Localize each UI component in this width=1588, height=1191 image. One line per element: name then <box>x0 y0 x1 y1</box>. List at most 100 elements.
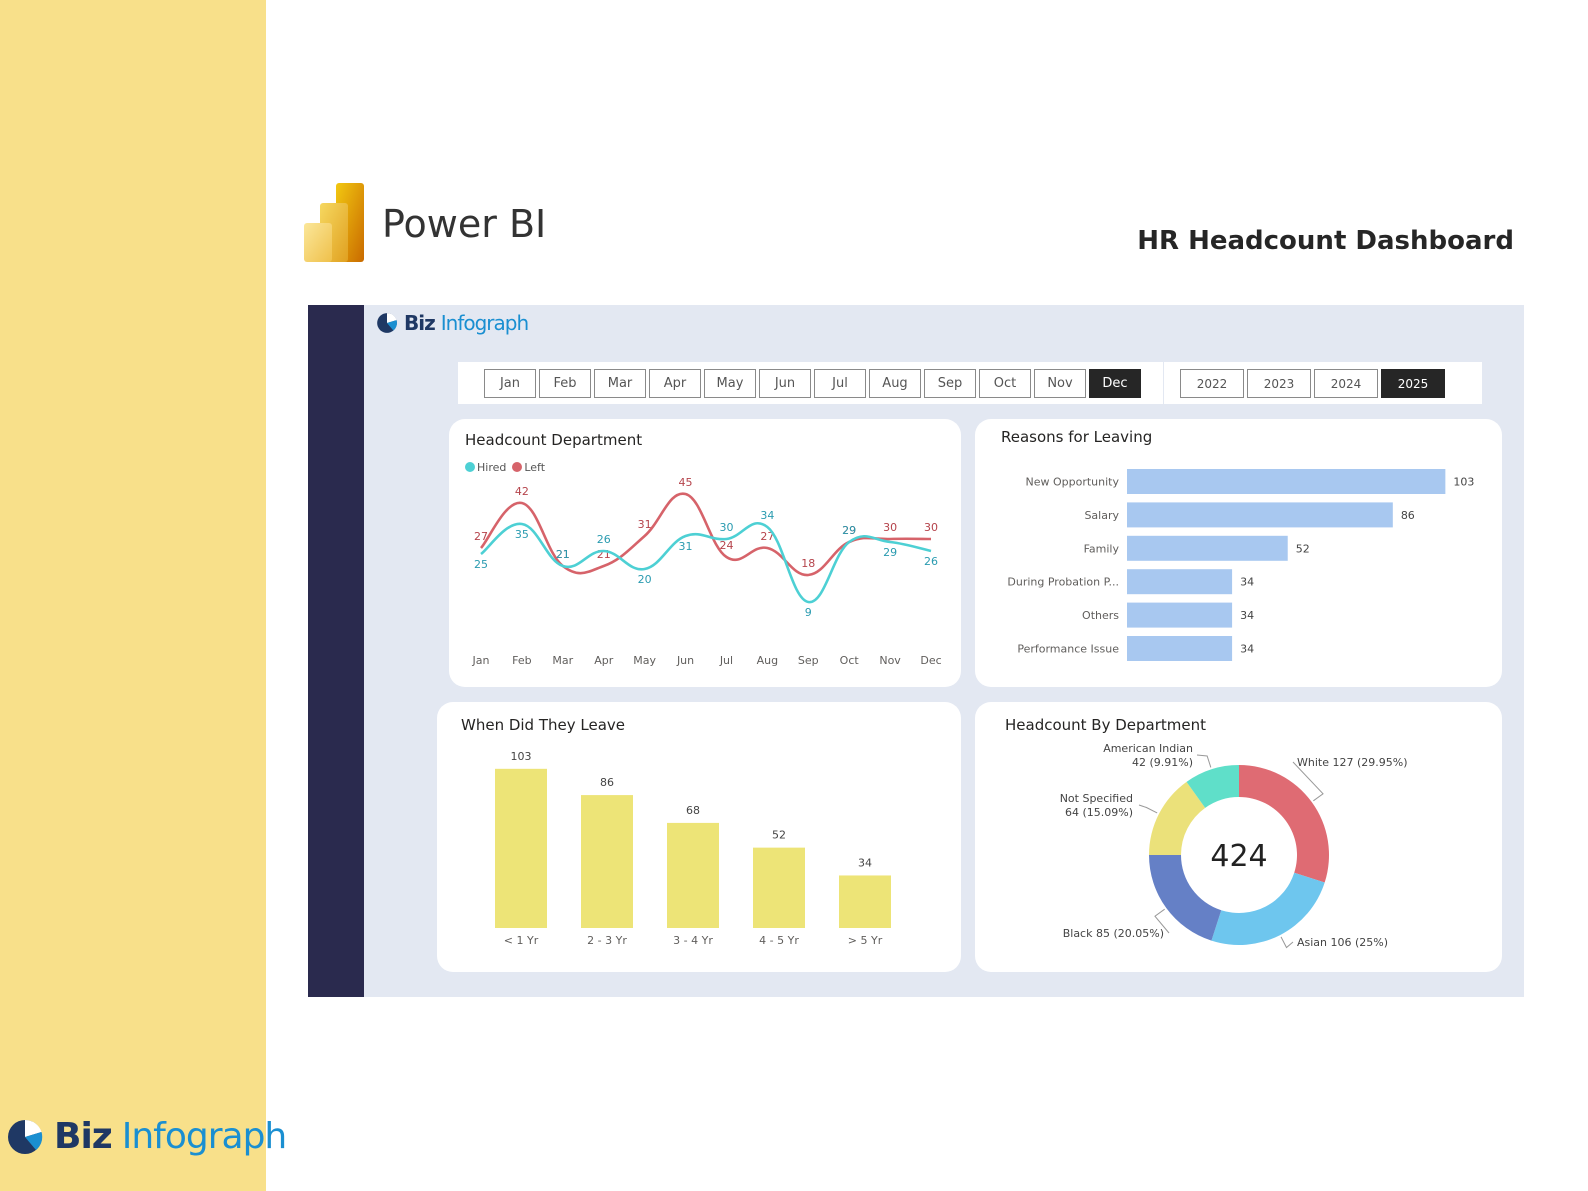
month-chip-may[interactable]: May <box>704 369 756 398</box>
x-tick-label: Apr <box>594 654 614 667</box>
tenure-bar <box>495 768 547 928</box>
donut-center-total: 424 <box>1210 839 1267 874</box>
headcount-department-card: Headcount Department Hired Left 27 42 21 21… <box>449 419 961 687</box>
tenure-value-label: 103 <box>511 750 532 763</box>
donut-leader-line <box>1280 936 1294 949</box>
tenure-category-label: 2 - 3 Yr <box>587 934 627 947</box>
tenure-value-label: 52 <box>772 829 786 842</box>
data-label-left: 27 <box>474 530 488 543</box>
data-label-left: 31 <box>638 518 652 531</box>
x-tick-label: Sep <box>798 654 819 667</box>
headcount-by-department-card: Headcount By Department 424 White 127 (29… <box>975 702 1502 972</box>
data-label-left: 42 <box>515 485 529 498</box>
month-chip-sep[interactable]: Sep <box>924 369 976 398</box>
month-chip-feb[interactable]: Feb <box>539 369 591 398</box>
reason-category-label: Salary <box>1084 509 1119 522</box>
data-label-hired: 30 <box>719 521 733 534</box>
tenure-category-label: 3 - 4 Yr <box>673 934 713 947</box>
reason-category-label: Performance Issue <box>1017 643 1119 656</box>
donut-leader-line <box>1154 908 1170 934</box>
dashboard-screenshot: Biz Infograph Jan Feb Mar Apr May Jun Jul Aug Se… <box>308 305 1524 997</box>
donut-label-asian: Asian 106 (25%) <box>1297 936 1388 949</box>
dashboard-brand-word1: Biz <box>404 311 436 335</box>
legend-left-label: Left <box>524 461 546 474</box>
year-chip-2023[interactable]: 2023 <box>1247 369 1311 398</box>
month-chip-jun[interactable]: Jun <box>759 369 811 398</box>
month-chip-mar[interactable]: Mar <box>594 369 646 398</box>
data-label-hired: 31 <box>679 540 693 553</box>
year-chip-2024[interactable]: 2024 <box>1314 369 1378 398</box>
reason-category-label: New Opportunity <box>1026 476 1120 489</box>
reason-bar <box>1127 569 1233 595</box>
hired-dot-icon <box>465 462 475 472</box>
slicer-divider <box>1163 362 1164 404</box>
reason-value-label: 103 <box>1453 476 1474 489</box>
month-chip-dec[interactable]: Dec <box>1089 369 1141 398</box>
donut-slice-white <box>1239 765 1329 883</box>
data-label-left: 21 <box>556 548 570 561</box>
when-leave-bar-chart: 103 < 1 Yr 86 2 - 3 Yr 68 3 - 4 Yr 52 4 - 5 Yr 3… <box>495 750 891 947</box>
data-label-left: 29 <box>842 524 856 537</box>
data-label-hired: 29 <box>883 546 897 559</box>
x-tick-label: Mar <box>552 654 573 667</box>
dashboard-side-nav <box>308 305 364 997</box>
data-label-hired: 35 <box>515 528 529 541</box>
reason-bar <box>1127 535 1288 561</box>
data-label-left: 18 <box>801 557 815 570</box>
legend-hired-label: Hired <box>477 461 507 474</box>
month-slicer: Jan Feb Mar Apr May Jun Jul Aug Sep Oct Nov Dec <box>484 369 1141 398</box>
filter-slicer-bar: Jan Feb Mar Apr May Jun Jul Aug Sep Oct Nov Dec 202… <box>458 362 1482 404</box>
x-tick-label: May <box>633 654 656 667</box>
donut-label-american-indian-1: American Indian <box>1103 742 1193 755</box>
month-chip-nov[interactable]: Nov <box>1034 369 1086 398</box>
reason-bar <box>1127 469 1446 494</box>
month-chip-oct[interactable]: Oct <box>979 369 1031 398</box>
donut-leader-line <box>1138 804 1158 814</box>
power-bi-logo-icon <box>304 183 364 262</box>
year-chip-2025[interactable]: 2025 <box>1381 369 1445 398</box>
data-label-left: 24 <box>719 539 733 552</box>
donut-leader-line <box>1196 754 1212 768</box>
x-tick-label: Feb <box>512 654 531 667</box>
donut-slice-black <box>1149 855 1222 941</box>
reason-value-label: 34 <box>1240 609 1254 622</box>
tenure-bar <box>581 795 633 928</box>
data-label-hired: 20 <box>638 573 652 586</box>
when-did-they-leave-card: When Did They Leave 103 < 1 Yr 86 2 - 3 Yr 6… <box>437 702 961 972</box>
footer-brand-logo: Biz Infograph <box>6 1116 288 1157</box>
data-label-hired: 26 <box>924 555 938 568</box>
donut-label-not-specified-2: 64 (15.09%) <box>1065 806 1133 819</box>
month-chip-jan[interactable]: Jan <box>484 369 536 398</box>
reason-bar <box>1127 602 1233 628</box>
tenure-bar <box>753 847 805 928</box>
dashboard-brand-word2: Infograph <box>440 311 529 335</box>
reasons-for-leaving-card: Reasons for Leaving New Opportunity 103 Sa… <box>975 419 1502 687</box>
legend-left: Left <box>512 461 545 474</box>
data-label-hired: 26 <box>597 533 611 546</box>
tenure-value-label: 68 <box>686 804 700 817</box>
reason-value-label: 52 <box>1296 542 1310 555</box>
x-tick-label: Jul <box>719 654 733 667</box>
product-title: Power BI <box>382 202 547 246</box>
reasons-title: Reasons for Leaving <box>1001 428 1153 446</box>
year-chip-2022[interactable]: 2022 <box>1180 369 1244 398</box>
month-chip-aug[interactable]: Aug <box>869 369 921 398</box>
month-chip-jul[interactable]: Jul <box>814 369 866 398</box>
donut-title: Headcount By Department <box>1005 716 1207 734</box>
x-tick-label: Nov <box>879 654 901 667</box>
x-tick-label: Oct <box>840 654 860 667</box>
reasons-bar-chart: New Opportunity 103 Salary 86 Family 52 During… <box>1007 469 1474 661</box>
legend-hired: Hired <box>465 461 506 474</box>
data-label-left: 27 <box>760 530 774 543</box>
data-label-hired: 34 <box>760 509 774 522</box>
year-slicer: 2022 2023 2024 2025 <box>1180 369 1445 398</box>
month-chip-apr[interactable]: Apr <box>649 369 701 398</box>
reason-value-label: 86 <box>1401 509 1415 522</box>
reason-category-label: During Probation P... <box>1007 576 1119 589</box>
data-label-left: 30 <box>883 521 897 534</box>
series-line-hired <box>480 522 932 604</box>
x-tick-label: Aug <box>757 654 778 667</box>
footer-brand-word2: Infograph <box>121 1116 288 1157</box>
series-line-left <box>479 492 932 577</box>
